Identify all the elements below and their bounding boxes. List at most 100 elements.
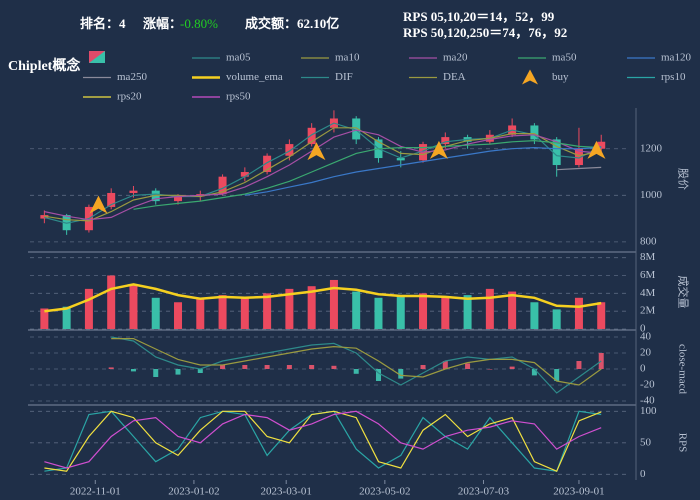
- macd-bar: [398, 369, 404, 379]
- legend-label: rps20: [117, 91, 142, 103]
- buy-signal: [587, 140, 606, 159]
- macd-bar: [220, 365, 226, 369]
- series-line: [244, 146, 602, 196]
- volume-bar: [307, 286, 316, 329]
- macd-bar: [286, 365, 292, 369]
- y-tick-label: 20: [640, 347, 652, 359]
- candle-body: [396, 158, 405, 161]
- y-tick-label: 40: [640, 331, 652, 343]
- macd-bar: [420, 365, 426, 369]
- x-tick-label: 2023-03-01: [261, 486, 312, 498]
- macd-bar: [353, 369, 359, 374]
- series-line: [44, 127, 602, 222]
- candle-body: [218, 176, 227, 195]
- macd-bar: [531, 369, 537, 376]
- candle-body: [129, 190, 138, 193]
- change-label: 涨幅：: [142, 16, 182, 31]
- series-line: [44, 129, 602, 221]
- legend-label: ma250: [117, 71, 147, 83]
- y-tick-label: -20: [640, 379, 655, 391]
- chart-title: Chiplet概念: [8, 57, 81, 74]
- legend-label: volume_ema: [226, 71, 283, 83]
- legend-label: ma120: [661, 52, 691, 64]
- candle-body: [352, 118, 361, 140]
- x-tick-label: 2023-09-01: [553, 486, 604, 498]
- volume-bar: [107, 275, 116, 329]
- volume-bar: [196, 297, 205, 329]
- y-tick-label: 2M: [640, 305, 656, 317]
- macd-bar: [130, 369, 136, 372]
- macd-bar: [487, 369, 493, 370]
- y-axis-label: close-macd: [676, 344, 688, 395]
- macd-bar: [554, 369, 560, 381]
- y-tick-label: 4M: [640, 287, 656, 299]
- y-axis-label: RPS: [676, 433, 688, 453]
- candle-body: [441, 137, 450, 145]
- macd-bar: [598, 353, 604, 369]
- volume-bar: [463, 295, 472, 329]
- volume-bar: [62, 306, 71, 329]
- volume-bar: [218, 295, 227, 329]
- macd-bar: [576, 361, 582, 369]
- change: -0.80%: [180, 16, 218, 31]
- volume-bar: [530, 302, 539, 329]
- volume-bar: [174, 302, 183, 329]
- y-tick-label: 0: [640, 468, 646, 480]
- macd-bar: [331, 365, 337, 369]
- x-tick-label: 2023-05-02: [359, 486, 410, 498]
- series-line: [44, 410, 602, 472]
- series-line: [44, 122, 602, 224]
- legend-marker: [522, 69, 538, 85]
- volume-bar: [263, 293, 272, 329]
- legend-label: rps50: [226, 91, 251, 103]
- volume-bar: [285, 288, 294, 329]
- volume-bar: [552, 309, 561, 329]
- volume-bar: [129, 284, 138, 329]
- x-tick-label: 2023-07-03: [458, 486, 510, 498]
- candle-body: [574, 148, 583, 166]
- legend-label: buy: [552, 71, 569, 83]
- y-axis-label: 股价: [676, 168, 689, 190]
- volume-bar: [597, 302, 606, 329]
- series-line: [133, 139, 602, 210]
- legend-label: DEA: [443, 71, 466, 83]
- volume-bar: [240, 297, 249, 329]
- candle-body: [552, 139, 561, 166]
- volume-bar: [151, 297, 160, 329]
- y-axis-label: 成交量: [676, 276, 690, 309]
- volume-bar: [574, 297, 583, 329]
- macd-bar: [242, 365, 248, 369]
- candle-body: [263, 155, 272, 173]
- series-line: [44, 283, 602, 313]
- y-tick-label: 100: [640, 405, 657, 417]
- buy-signal: [307, 142, 326, 161]
- rps-long: RPS 50,120,250＝74，76，92: [403, 25, 567, 40]
- y-tick-label: -40: [640, 395, 655, 407]
- volume-bar: [40, 308, 49, 329]
- legend-label: rps10: [661, 71, 686, 83]
- candle-body: [107, 192, 116, 207]
- volume-bar: [396, 295, 405, 329]
- series-line: [556, 166, 602, 171]
- y-tick-label: 1200: [640, 142, 663, 154]
- legend-label: ma05: [226, 52, 251, 64]
- volume-bar: [374, 297, 383, 329]
- candle-body: [174, 196, 183, 202]
- volume-bar: [441, 297, 450, 329]
- macd-bar: [309, 365, 315, 369]
- legend-label: DIF: [335, 71, 353, 83]
- series-line: [111, 338, 602, 386]
- series-line: [44, 410, 602, 472]
- macd-bar: [442, 361, 448, 369]
- rps-short: RPS 05,10,20＝14，52，99: [403, 9, 555, 24]
- macd-bar: [509, 366, 515, 369]
- y-tick-label: 8M: [640, 251, 656, 263]
- candle-body: [40, 215, 49, 219]
- y-tick-label: 0: [640, 323, 646, 335]
- macd-bar: [197, 369, 203, 373]
- turnover: 成交额：62.10亿: [245, 16, 339, 31]
- macd-bar: [175, 369, 181, 375]
- y-tick-label: 800: [640, 235, 657, 247]
- panel-frame: [28, 108, 637, 480]
